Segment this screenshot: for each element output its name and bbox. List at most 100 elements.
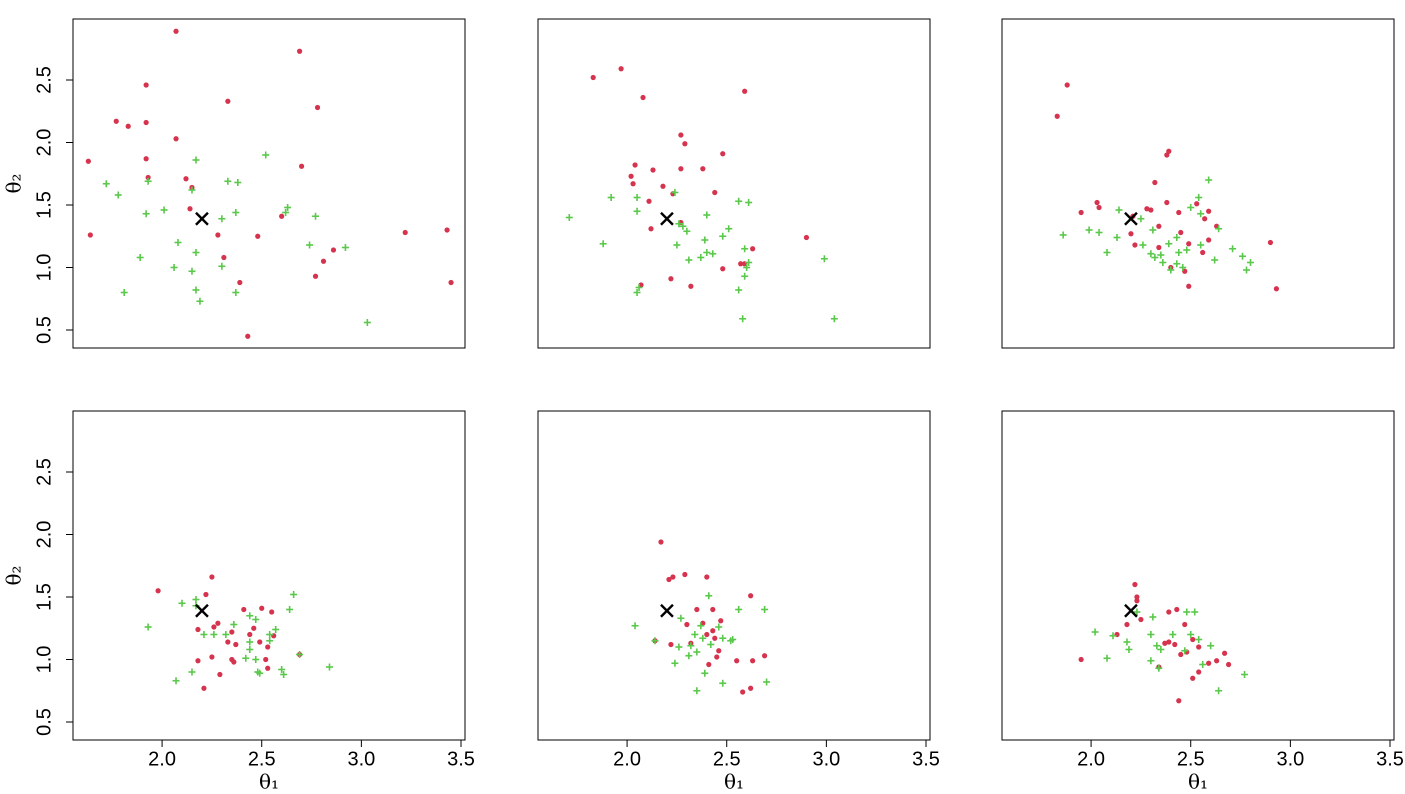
plus-point <box>745 199 753 206</box>
dot-point <box>448 279 454 286</box>
plus-point <box>729 636 737 643</box>
dot-point <box>402 229 408 236</box>
plus-point <box>170 264 178 271</box>
dot-point <box>195 658 201 664</box>
dot-point <box>1182 621 1188 628</box>
x-tick-label: 2.5 <box>1177 748 1205 770</box>
dot-point <box>1164 199 1170 206</box>
dot-point <box>1138 616 1144 623</box>
plus-point <box>697 622 705 630</box>
dot-point <box>259 605 265 611</box>
plus-point <box>679 222 687 230</box>
dot-point <box>298 163 305 169</box>
plus-point <box>633 207 641 215</box>
plus-point <box>671 659 679 667</box>
plus-point <box>739 315 747 323</box>
plus-point <box>685 256 693 264</box>
plus-point <box>1181 647 1189 655</box>
plus-point <box>192 286 200 294</box>
dot-point <box>803 234 810 241</box>
dot-point <box>1064 82 1070 88</box>
dot-point <box>742 88 748 94</box>
plus-point <box>675 220 683 228</box>
plot-frame <box>1001 18 1395 349</box>
dot-point <box>748 685 754 691</box>
plus-point <box>699 634 707 642</box>
cross-stroke <box>1124 603 1138 618</box>
dot-point <box>1273 286 1280 292</box>
dot-point <box>750 246 756 252</box>
plus-point <box>230 621 238 628</box>
plus-point <box>1155 664 1163 672</box>
dot-point <box>646 198 652 204</box>
plus-point <box>691 631 699 638</box>
dot-point <box>714 654 720 660</box>
dot-point <box>217 671 223 678</box>
plus-point <box>745 259 753 266</box>
dot-point <box>1078 656 1084 663</box>
panel: 2.0 2.5 3.0 3.5 θ₁ <box>537 410 940 794</box>
cross-stroke <box>195 603 209 618</box>
plus-point <box>296 651 304 658</box>
plus-point <box>633 194 641 201</box>
dot-point <box>1156 223 1162 229</box>
dot-point <box>710 606 716 613</box>
plus-point <box>1153 642 1161 650</box>
plus-point <box>1191 608 1199 616</box>
plus-point <box>707 641 715 648</box>
dot-point <box>1134 598 1140 604</box>
dot-point <box>1186 241 1192 247</box>
dot-point <box>225 639 231 645</box>
plus-point <box>312 212 320 220</box>
plus-point <box>210 631 218 638</box>
dot-point <box>668 276 674 282</box>
plus-point <box>290 591 298 598</box>
dot-point <box>1054 113 1060 119</box>
plus-point <box>306 241 314 249</box>
plus-point <box>820 255 828 263</box>
dot-point <box>320 258 327 264</box>
plus-point <box>172 677 180 685</box>
plus-point <box>262 151 270 159</box>
plus-point <box>234 179 242 186</box>
plus-point <box>242 654 250 662</box>
panel <box>537 18 931 349</box>
dot-point <box>1196 644 1202 650</box>
plus-point <box>1215 687 1223 695</box>
plus-point <box>1147 250 1155 258</box>
dot-point <box>750 658 756 664</box>
dot-point <box>1206 208 1212 214</box>
plus-point <box>102 180 110 188</box>
dot-point <box>143 119 149 126</box>
plus-point <box>741 245 749 253</box>
x-tick-label: 2.5 <box>713 748 741 770</box>
dot-point <box>1096 204 1102 211</box>
dot-point <box>241 606 247 613</box>
plus-point <box>1239 252 1247 260</box>
plus-point <box>120 289 128 296</box>
plus-point <box>232 209 240 216</box>
dot-point <box>682 141 688 147</box>
dot-point <box>265 644 271 650</box>
plus-point <box>1243 266 1251 274</box>
dot-point <box>712 635 718 641</box>
plus-point <box>701 236 709 244</box>
dot-point <box>215 620 221 626</box>
plus-point <box>709 250 717 258</box>
plus-point <box>144 177 152 185</box>
plus-point <box>1197 241 1205 249</box>
dot-point <box>1222 650 1228 656</box>
plus-point <box>1059 231 1067 239</box>
plus-point <box>1151 254 1159 261</box>
plus-point <box>266 631 274 638</box>
plus-point <box>701 669 709 677</box>
dot-point <box>87 232 93 238</box>
plus-point <box>266 637 274 645</box>
plus-point <box>675 643 683 651</box>
plus-point <box>192 596 200 603</box>
dot-point <box>225 98 231 104</box>
dot-point <box>255 233 261 239</box>
dot-point <box>257 639 263 645</box>
plus-point <box>1103 249 1111 256</box>
plus-point <box>1211 256 1219 264</box>
